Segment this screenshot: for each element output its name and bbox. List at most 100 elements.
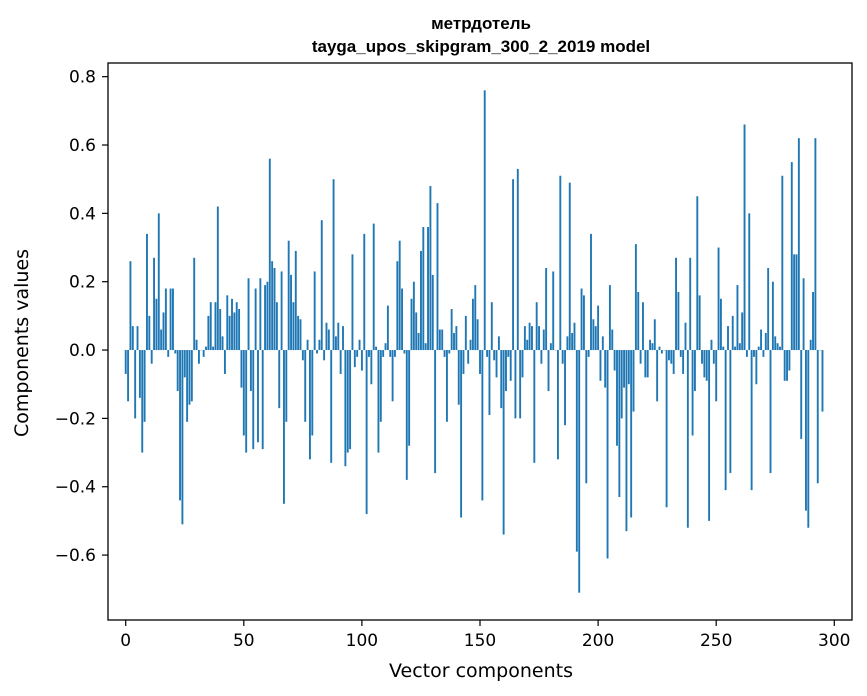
bar: [604, 350, 607, 388]
bar: [368, 350, 370, 357]
bar: [757, 346, 760, 351]
bar: [552, 271, 555, 351]
bar: [247, 278, 250, 351]
bar: [634, 244, 637, 351]
bar: [172, 288, 174, 351]
bar: [566, 336, 569, 351]
bar: [521, 350, 524, 378]
bar: [616, 350, 618, 446]
x-axis-label: Vector components: [389, 660, 573, 682]
y-tick-label: 0.0: [69, 341, 96, 361]
bar: [660, 350, 663, 354]
bar: [608, 285, 611, 351]
bar: [358, 339, 361, 351]
bar: [136, 326, 139, 351]
bar: [682, 350, 685, 374]
bar: [188, 350, 191, 405]
bar: [417, 332, 420, 351]
bar: [464, 315, 467, 351]
bar: [453, 332, 455, 351]
bar: [214, 302, 217, 351]
x-tick-label: 150: [464, 631, 496, 651]
bar: [809, 339, 812, 351]
bar: [689, 257, 692, 351]
bar: [644, 350, 647, 378]
bar: [285, 350, 288, 422]
bar: [202, 350, 205, 357]
bar: [462, 350, 465, 374]
bar: [386, 305, 389, 351]
bar: [812, 291, 814, 351]
bar: [500, 350, 503, 409]
bar: [405, 350, 408, 480]
bar: [625, 350, 628, 532]
bar: [594, 326, 597, 351]
bar: [542, 329, 545, 351]
bar: [365, 350, 368, 515]
bar: [509, 350, 512, 381]
bar: [183, 350, 186, 378]
y-tick-label: 0.2: [69, 273, 96, 293]
bar: [226, 295, 229, 351]
bar: [391, 350, 394, 402]
bar: [564, 350, 566, 426]
bar: [292, 302, 295, 351]
bar: [249, 350, 252, 392]
y-tick-label: −0.6: [55, 546, 96, 566]
bar: [590, 233, 592, 351]
bar: [415, 312, 418, 351]
bar: [420, 250, 422, 351]
bar: [686, 350, 689, 528]
bar: [715, 350, 718, 402]
bar: [436, 203, 439, 351]
bar: [330, 350, 333, 463]
bar: [729, 350, 732, 474]
bar: [268, 158, 271, 351]
bar: [174, 350, 177, 354]
bar: [460, 350, 463, 518]
bar: [160, 329, 163, 351]
bar: [283, 350, 285, 504]
bar: [394, 350, 396, 357]
bar: [779, 346, 781, 351]
bar: [670, 350, 673, 364]
bar: [469, 339, 472, 351]
bar: [382, 350, 385, 357]
bar: [599, 350, 602, 381]
bar: [410, 298, 413, 351]
bar: [245, 350, 248, 453]
bar: [790, 162, 793, 351]
bar: [488, 350, 491, 415]
bar: [620, 350, 623, 419]
bar: [363, 233, 366, 351]
bar: [741, 312, 744, 351]
bar: [814, 138, 817, 351]
bar: [164, 288, 167, 351]
bar: [231, 298, 233, 351]
bar: [278, 350, 281, 409]
bar: [618, 350, 621, 497]
bar: [592, 319, 595, 351]
bar: [613, 350, 616, 371]
bar: [311, 350, 314, 436]
bar: [479, 350, 481, 374]
bar: [802, 278, 805, 351]
bar: [753, 350, 755, 357]
bar: [223, 350, 226, 374]
bar: [597, 305, 600, 351]
bar: [637, 291, 640, 351]
bar: [816, 350, 819, 484]
bar: [240, 350, 243, 388]
bar: [422, 227, 425, 351]
bar: [372, 223, 375, 351]
bar: [313, 271, 316, 351]
bar: [781, 175, 784, 351]
bar: [535, 302, 538, 351]
bar: [235, 302, 238, 351]
bar: [443, 350, 446, 357]
y-axis-ticks: −0.6 −0.4 −0.2 0.0 0.2 0.4 0.6 0.8: [55, 68, 108, 566]
bar: [639, 350, 642, 364]
bar: [762, 350, 765, 357]
x-tick-label: 0: [120, 631, 131, 651]
bar: [401, 288, 403, 351]
